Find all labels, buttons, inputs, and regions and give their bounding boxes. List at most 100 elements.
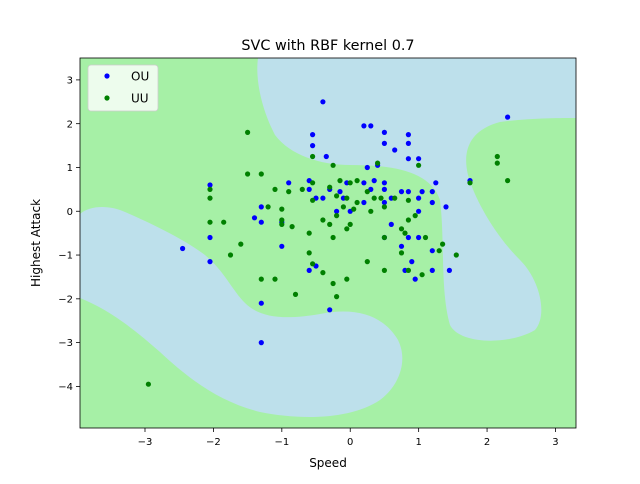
point-ou-20 [258, 340, 264, 346]
point-uu-1 [245, 171, 251, 177]
point-uu-32 [306, 230, 312, 236]
point-uu-56 [398, 226, 405, 232]
point-ou-15 [279, 243, 285, 249]
point-uu-54 [381, 267, 387, 273]
point-uu-19 [371, 195, 377, 201]
point-ou-42 [398, 189, 405, 195]
point-ou-33 [416, 156, 422, 162]
decision-region-ou-right [257, 58, 576, 341]
point-uu-55 [381, 234, 387, 241]
legend: OU UU [87, 64, 159, 112]
point-uu-67 [494, 153, 500, 160]
point-uu-16 [344, 195, 350, 201]
point-uu-63 [422, 234, 429, 241]
point-ou-1 [310, 132, 316, 138]
plot-area [79, 57, 577, 429]
point-ou-31 [405, 140, 411, 146]
point-uu-7 [375, 160, 381, 166]
point-uu-50 [292, 291, 299, 297]
point-uu-36 [265, 204, 271, 210]
point-ou-6 [306, 186, 312, 192]
point-ou-45 [429, 189, 435, 195]
point-ou-35 [364, 164, 370, 171]
point-uu-41 [207, 219, 213, 225]
x-axis: −3 −2 −1 0 1 2 3 [138, 428, 559, 448]
point-ou-28 [381, 140, 387, 146]
point-uu-12 [310, 180, 316, 186]
point-ou-59 [429, 267, 435, 273]
decision-region-ou-left [80, 206, 403, 417]
point-uu-43 [207, 186, 213, 192]
point-ou-26 [368, 123, 374, 129]
point-ou-36 [361, 180, 367, 186]
point-uu-30 [347, 221, 353, 227]
point-uu-20 [378, 195, 384, 201]
chart-title: SVC with RBF kernel 0.7 [241, 38, 414, 54]
point-ou-50 [388, 221, 394, 227]
point-uu-65 [440, 241, 446, 247]
point-uu-2 [258, 171, 264, 177]
point-uu-68 [494, 160, 500, 166]
plot-frame [79, 57, 577, 429]
legend-label-uu: UU [131, 92, 149, 106]
x-tick-label: 0 [347, 437, 353, 448]
point-uu-59 [412, 213, 418, 219]
point-ou-38 [381, 186, 387, 192]
x-tick-label: −3 [138, 437, 153, 448]
point-uu-29 [344, 226, 350, 232]
point-ou-25 [361, 123, 367, 129]
point-uu-49 [344, 276, 350, 282]
point-ou-12 [251, 215, 258, 221]
point-uu-47 [330, 280, 336, 287]
point-ou-60 [446, 267, 452, 273]
point-uu-73 [340, 204, 346, 210]
y-axis: −4 −3 −2 −1 0 1 2 3 [58, 75, 80, 393]
point-uu-18 [364, 189, 370, 195]
point-ou-32 [405, 156, 411, 162]
point-ou-13 [258, 219, 264, 225]
point-uu-39 [227, 252, 234, 258]
point-ou-9 [320, 195, 326, 201]
point-ou-56 [409, 259, 415, 265]
y-tick-label: −3 [58, 338, 73, 349]
point-uu-0 [245, 129, 251, 135]
y-tick-label: −1 [58, 251, 73, 262]
point-uu-48 [334, 294, 340, 300]
point-uu-53 [364, 259, 370, 265]
point-uu-42 [207, 195, 213, 201]
y-tick-label: 1 [67, 163, 73, 174]
point-uu-6 [354, 178, 360, 184]
point-ou-18 [327, 307, 333, 313]
point-ou-2 [310, 143, 316, 149]
point-uu-70 [467, 180, 473, 186]
x-tick-label: 2 [484, 437, 490, 448]
point-uu-45 [310, 261, 316, 267]
point-ou-65 [361, 199, 367, 206]
point-uu-58 [405, 217, 411, 223]
point-uu-26 [334, 213, 340, 219]
point-ou-62 [505, 114, 511, 120]
point-uu-5 [337, 178, 343, 184]
point-ou-30 [405, 132, 411, 138]
point-ou-46 [416, 195, 422, 201]
point-uu-21 [392, 195, 398, 201]
point-uu-24 [368, 208, 374, 214]
point-uu-51 [272, 276, 278, 282]
x-tick-label: 1 [415, 437, 421, 448]
y-tick-label: −4 [58, 382, 73, 393]
point-ou-53 [416, 234, 422, 241]
point-uu-69 [505, 178, 511, 184]
point-uu-40 [221, 219, 227, 225]
point-ou-52 [405, 234, 411, 241]
point-uu-57 [402, 230, 408, 236]
point-ou-22 [207, 259, 213, 265]
point-ou-37 [381, 180, 387, 186]
point-ou-64 [334, 208, 340, 214]
point-uu-46 [320, 270, 326, 276]
point-uu-23 [381, 204, 387, 210]
point-uu-66 [453, 252, 459, 258]
point-uu-52 [258, 276, 264, 282]
point-ou-43 [419, 189, 425, 195]
point-uu-27 [320, 217, 326, 223]
